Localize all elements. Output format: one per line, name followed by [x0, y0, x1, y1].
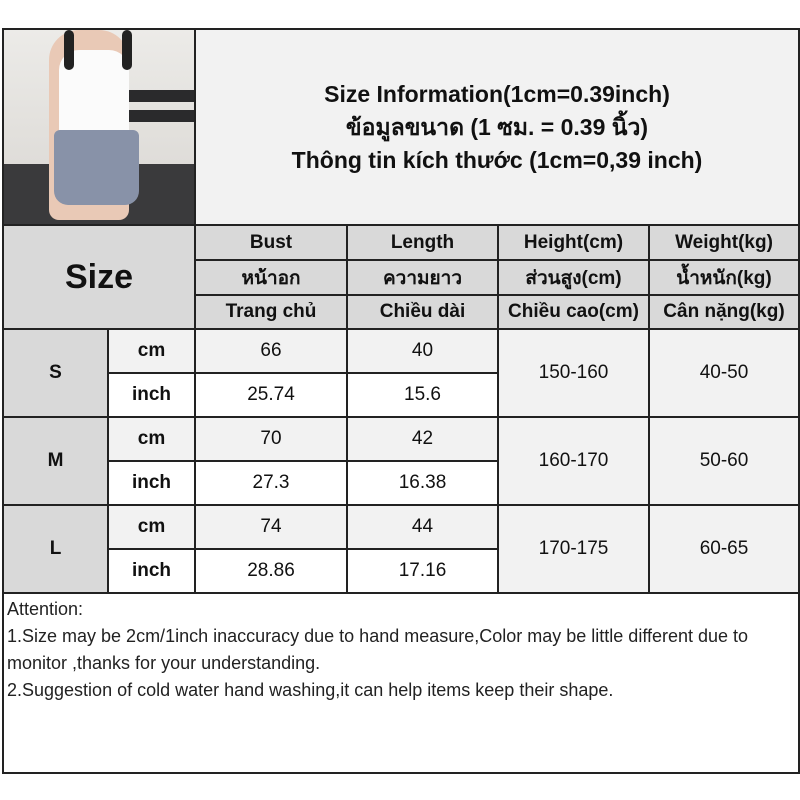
length-inch: 15.6 — [346, 372, 499, 418]
length-cm: 42 — [346, 416, 499, 462]
length-cm: 40 — [346, 328, 499, 374]
col-header-length-en: Length — [346, 224, 499, 261]
bust-inch: 28.86 — [194, 548, 348, 594]
size-information-title: Size Information(1cm=0.39inch) ข้อมูลขนา… — [194, 28, 800, 226]
size-chart-table: Size Information(1cm=0.39inch) ข้อมูลขนา… — [2, 28, 800, 774]
table-row: L cm 74 44 170-175 60-65 — [2, 504, 800, 594]
col-header-height-th: ส่วนสูง(cm) — [497, 259, 650, 296]
size-label: S — [2, 328, 109, 418]
attention-note-1: 1.Size may be 2cm/1inch inaccuracy due t… — [7, 626, 749, 673]
size-label: L — [2, 504, 109, 594]
col-header-length-vi: Chiều dài — [346, 294, 499, 330]
length-inch: 16.38 — [346, 460, 499, 506]
unit-inch: inch — [107, 548, 196, 594]
col-header-length-th: ความยาว — [346, 259, 499, 296]
table-row: inch 28.86 17.16 — [3, 548, 799, 594]
unit-cm: cm — [107, 328, 196, 374]
height-range: 160-170 — [497, 416, 650, 506]
col-header-bust-th: หน้าอก — [194, 259, 348, 296]
attention-notes: Attention: 1.Size may be 2cm/1inch inacc… — [2, 592, 800, 774]
weight-range: 60-65 — [648, 504, 800, 594]
title-thai: ข้อมูลขนาด (1 ซม. = 0.39 นิ้ว) — [345, 113, 649, 140]
length-cm: 44 — [346, 504, 499, 550]
table-row: inch 25.74 15.6 — [3, 372, 799, 418]
unit-cm: cm — [107, 504, 196, 550]
title-english: Size Information(1cm=0.39inch) — [324, 80, 670, 107]
length-inch: 17.16 — [346, 548, 499, 594]
weight-range: 40-50 — [648, 328, 800, 418]
unit-inch: inch — [107, 460, 196, 506]
table-row: M cm 70 42 160-170 50-60 — [2, 416, 800, 506]
unit-inch: inch — [107, 372, 196, 418]
size-header: Size — [2, 224, 196, 330]
weight-range: 50-60 — [648, 416, 800, 506]
col-header-bust-en: Bust — [194, 224, 348, 261]
bust-cm: 74 — [194, 504, 348, 550]
table-row: inch 27.3 16.38 — [3, 460, 799, 506]
col-header-height-en: Height(cm) — [497, 224, 650, 261]
bust-cm: 66 — [194, 328, 348, 374]
size-label: M — [2, 416, 109, 506]
col-header-height-vi: Chiều cao(cm) — [497, 294, 650, 330]
unit-cm: cm — [107, 416, 196, 462]
title-vietnamese: Thông tin kích thước (1cm=0,39 inch) — [291, 146, 703, 173]
bust-cm: 70 — [194, 416, 348, 462]
attention-heading: Attention: — [7, 599, 84, 619]
col-header-weight-vi: Cân nặng(kg) — [648, 294, 800, 330]
attention-note-2: 2.Suggestion of cold water hand washing,… — [7, 680, 614, 700]
bust-inch: 27.3 — [194, 460, 348, 506]
product-photo — [2, 28, 196, 226]
height-range: 170-175 — [497, 504, 650, 594]
height-range: 150-160 — [497, 328, 650, 418]
table-row: S cm 66 40 150-160 40-50 — [2, 328, 800, 418]
col-header-weight-en: Weight(kg) — [648, 224, 800, 261]
bust-inch: 25.74 — [194, 372, 348, 418]
col-header-bust-vi: Trang chủ — [194, 294, 348, 330]
col-header-weight-th: น้ำหนัก(kg) — [648, 259, 800, 296]
